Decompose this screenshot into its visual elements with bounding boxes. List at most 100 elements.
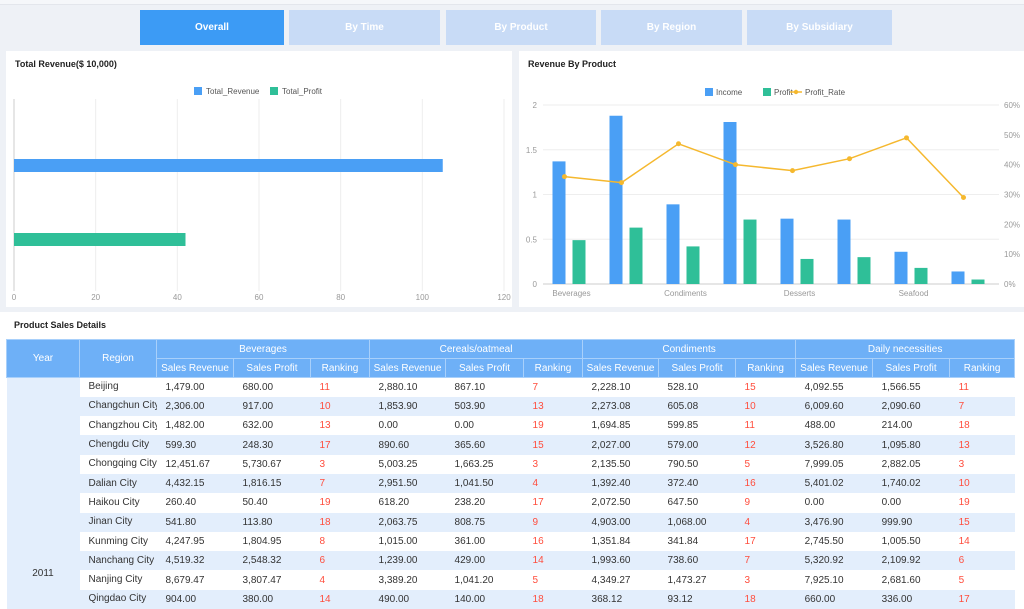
sales-revenue-cell: 7,925.10: [795, 570, 873, 590]
tab-overall[interactable]: Overall: [140, 10, 284, 45]
sales-profit-cell: 248.30: [233, 435, 311, 455]
sales-revenue-cell: 3,526.80: [795, 435, 873, 455]
y2-tick-label: 10%: [1004, 250, 1020, 259]
table-row[interactable]: Kunming City 4,247.95 1,804.95 8 1,015.00 361…: [7, 531, 1015, 552]
sales-revenue-cell: 4,432.15: [156, 473, 234, 494]
sales-profit-cell: 365.60: [445, 435, 524, 455]
ranking-cell: 7: [949, 396, 1015, 417]
sales-profit-cell: 2,090.60: [872, 396, 950, 417]
bar-income[interactable]: [780, 218, 794, 284]
y-tick-label: 1: [533, 191, 538, 200]
sales-profit-cell: 2,882.05: [872, 454, 950, 474]
ranking-cell: 13: [310, 416, 370, 436]
bar-profit[interactable]: [857, 257, 871, 284]
legend-label: Total_Revenue: [206, 87, 260, 96]
bar-income[interactable]: [951, 271, 965, 284]
legend-swatch[interactable]: [763, 88, 771, 96]
profit-rate-point[interactable]: [790, 168, 795, 174]
profit-rate-point[interactable]: [847, 156, 852, 162]
sales-revenue-cell: 12,451.67: [156, 454, 234, 474]
sales-profit-cell: 1,816.15: [233, 473, 311, 494]
bar-profit[interactable]: [971, 279, 985, 284]
table-row[interactable]: 2011 Beijing 1,479.00 680.00 11 2,880.10 867.1…: [6, 377, 1015, 609]
legend-swatch[interactable]: [705, 88, 713, 96]
ranking-cell: 18: [735, 589, 796, 609]
profit-rate-point[interactable]: [961, 194, 966, 200]
sales-profit-cell: 579.00: [658, 435, 736, 455]
sales-table: Year Region Beverages Cereals/oatmeal Co…: [6, 339, 1016, 609]
region-cell: Jinan City: [79, 512, 157, 532]
bar-income[interactable]: [837, 219, 851, 284]
sales-revenue-cell: 1,853.90: [369, 396, 446, 417]
table-row[interactable]: Nanjing City 8,679.47 3,807.47 4 3,389.20 1,0…: [7, 570, 1015, 590]
region-cell: Chongqing City: [79, 454, 157, 474]
table-row[interactable]: Jinan City 541.80 113.80 18 2,063.75 808.75 9 4…: [7, 512, 1015, 532]
bar-income[interactable]: [723, 122, 737, 284]
table-row[interactable]: Changchun City 2,306.00 917.00 10 1,853.90 50…: [7, 396, 1015, 417]
ranking-cell: 18: [949, 416, 1015, 436]
legend-swatch[interactable]: [270, 87, 278, 95]
bar-income[interactable]: [894, 251, 908, 284]
table-row[interactable]: Chengdu City 599.30 248.30 17 890.60 365.60 15…: [7, 435, 1015, 455]
x-tick-label: Condiments: [664, 289, 707, 298]
ranking-cell: 14: [523, 551, 583, 571]
ranking-cell: 11: [735, 416, 796, 436]
top-strip: [0, 0, 1024, 5]
legend-swatch[interactable]: [194, 87, 202, 95]
bar-total-revenue[interactable]: [14, 159, 443, 172]
bar-profit[interactable]: [686, 246, 700, 284]
bar-profit[interactable]: [572, 240, 586, 284]
bar-profit[interactable]: [914, 267, 928, 284]
legend-label: Profit: [774, 88, 793, 97]
sales-profit-cell: 113.80: [233, 512, 311, 532]
ranking-cell: 4: [310, 570, 370, 590]
tab-by-time[interactable]: By Time: [289, 10, 440, 45]
profit-rate-point[interactable]: [562, 174, 567, 180]
profit-rate-point[interactable]: [676, 141, 681, 147]
bar-profit[interactable]: [629, 227, 643, 284]
y2-tick-label: 60%: [1004, 101, 1020, 110]
ranking-cell: 18: [523, 589, 583, 609]
profit-rate-point[interactable]: [619, 180, 624, 186]
bar-income[interactable]: [609, 115, 623, 285]
ranking-cell: 11: [310, 377, 370, 397]
ranking-cell: 7: [735, 551, 796, 571]
table-row[interactable]: Dalian City 4,432.15 1,816.15 7 2,951.50 1,04…: [7, 473, 1015, 494]
legend-line-marker: [793, 89, 799, 95]
sales-revenue-cell: 4,092.55: [795, 377, 873, 397]
y-tick-label: 1.5: [526, 146, 538, 155]
sales-profit-cell: 0.00: [872, 493, 950, 513]
table-row[interactable]: Nanchang City 4,519.32 2,548.32 6 1,239.00 42…: [7, 551, 1015, 571]
bar-profit[interactable]: [800, 258, 814, 284]
sub-header-sales-profit: Sales Profit: [658, 358, 737, 378]
bar-profit[interactable]: [743, 219, 757, 284]
bar-income[interactable]: [666, 204, 680, 284]
sales-revenue-cell: 490.00: [369, 589, 446, 609]
profit-rate-point[interactable]: [904, 135, 909, 141]
table-row[interactable]: Qingdao City 904.00 380.00 14 490.00 140.00 18…: [7, 589, 1015, 609]
sales-revenue-cell: 0.00: [795, 493, 873, 513]
ranking-cell: 17: [735, 531, 796, 552]
legend-label: Total_Profit: [282, 87, 323, 96]
total-revenue-chart: 0 20 40 60 80 100 120 Total_Revenue Total_Profit: [12, 87, 511, 302]
profit-rate-point[interactable]: [733, 162, 738, 168]
x-tick-label: 20: [91, 293, 100, 302]
sub-header-sales-revenue: Sales Revenue: [582, 358, 660, 378]
bar-total-profit[interactable]: [14, 233, 186, 246]
y-tick-label: 2: [533, 101, 538, 110]
table-row[interactable]: Changzhou City 1,482.00 632.00 13 0.00 0.00 19…: [7, 416, 1015, 436]
tab-by-subsidiary[interactable]: By Subsidiary: [747, 10, 892, 45]
sales-revenue-cell: 3,476.90: [795, 512, 873, 532]
ranking-cell: 19: [949, 493, 1015, 513]
tab-by-product[interactable]: By Product: [446, 10, 596, 45]
x-tick-label: 120: [497, 293, 511, 302]
sales-revenue-cell: 7,999.05: [795, 454, 873, 474]
ranking-cell: 7: [310, 473, 370, 494]
sales-revenue-cell: 2,745.50: [795, 531, 873, 552]
sales-revenue-cell: 5,320.92: [795, 551, 873, 571]
bar-income[interactable]: [552, 161, 566, 284]
sales-profit-cell: 50.40: [233, 493, 311, 513]
table-row[interactable]: Chongqing City 12,451.67 5,730.67 3 5,003.25…: [7, 454, 1015, 474]
table-row[interactable]: Haikou City 260.40 50.40 19 618.20 238.20 17 2,…: [7, 493, 1015, 513]
tab-by-region[interactable]: By Region: [601, 10, 742, 45]
